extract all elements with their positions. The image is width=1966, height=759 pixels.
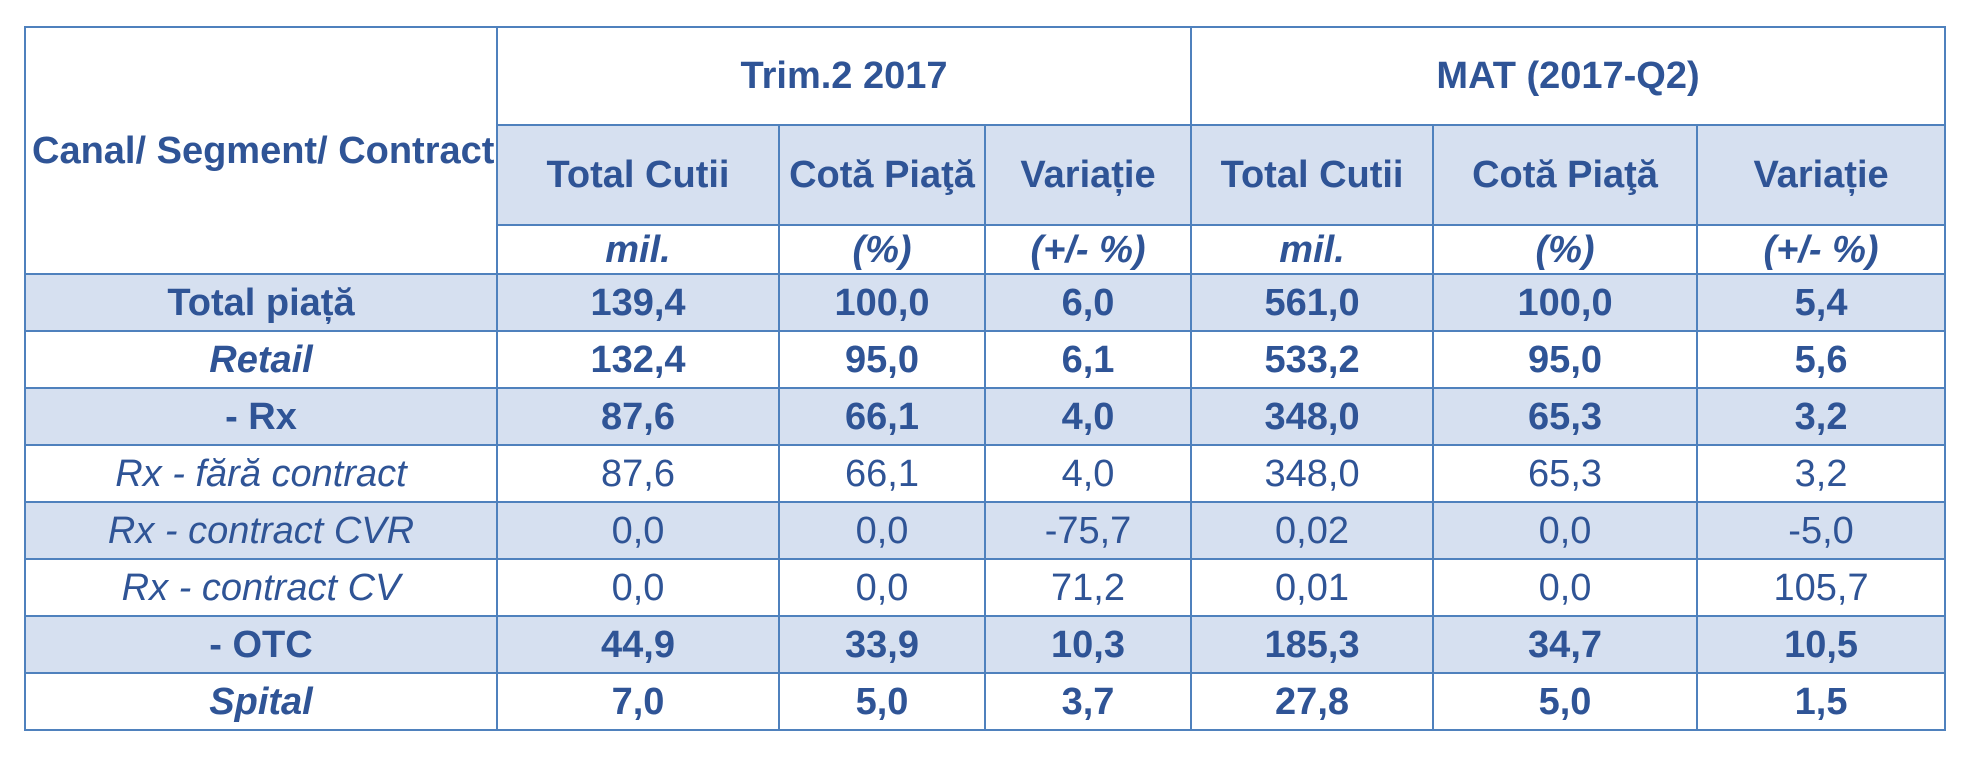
unit-mil-mat: mil. <box>1190 224 1435 275</box>
cell-value: 5,6 <box>1696 330 1947 389</box>
cell-value: -5,0 <box>1696 501 1947 560</box>
row-label: Spital <box>24 672 498 731</box>
cell-value: 348,0 <box>1190 387 1435 446</box>
cell-value: 27,8 <box>1190 672 1435 731</box>
cell-value: 95,0 <box>778 330 986 389</box>
row-label: - OTC <box>24 615 498 674</box>
unit-mil: mil. <box>496 224 780 275</box>
table-row-total-piata: Total piață 139,4 100,0 6,0 561,0 100,0 … <box>24 273 1947 332</box>
cell-value: 87,6 <box>496 387 780 446</box>
unit-percent-mat: (%) <box>1432 224 1699 275</box>
cell-value: 87,6 <box>496 444 780 503</box>
group-header-trim2-2017: Trim.2 2017 <box>495 26 1193 126</box>
row-label: Rx - contract CVR <box>24 501 498 560</box>
unit-variation: (+/- %) <box>983 224 1193 275</box>
row-label: Retail <box>24 330 498 389</box>
cell-value: 3,7 <box>983 672 1193 731</box>
cell-value: 66,1 <box>778 387 986 446</box>
cell-value: 139,4 <box>496 273 780 332</box>
cell-value: 10,5 <box>1696 615 1947 674</box>
row-label: - Rx <box>24 387 498 446</box>
cell-value: 3,2 <box>1696 444 1947 503</box>
cell-value: 6,0 <box>983 273 1193 332</box>
table-row-retail: Retail 132,4 95,0 6,1 533,2 95,0 5,6 <box>24 330 1947 389</box>
cell-value: 44,9 <box>496 615 780 674</box>
col-header-total-cutii-mat: Total Cutii <box>1190 124 1435 226</box>
cell-value: 0,01 <box>1190 558 1435 617</box>
cell-value: 7,0 <box>496 672 780 731</box>
cell-value: 100,0 <box>1432 273 1699 332</box>
cell-value: 185,3 <box>1190 615 1435 674</box>
cell-value: 0,0 <box>1432 501 1699 560</box>
cell-value: 0,0 <box>778 501 986 560</box>
unit-variation-mat: (+/- %) <box>1696 224 1947 275</box>
cell-value: 66,1 <box>778 444 986 503</box>
cell-value: 65,3 <box>1432 444 1699 503</box>
cell-value: 1,5 <box>1696 672 1947 731</box>
cell-value: 561,0 <box>1190 273 1435 332</box>
col-header-cota-piata-mat: Cotă Piaţă <box>1432 124 1699 226</box>
cell-value: 65,3 <box>1432 387 1699 446</box>
cell-value: 105,7 <box>1696 558 1947 617</box>
cell-value: 0,0 <box>496 558 780 617</box>
cell-value: 348,0 <box>1190 444 1435 503</box>
cell-value: 3,2 <box>1696 387 1947 446</box>
cell-value: 132,4 <box>496 330 780 389</box>
cell-value: 533,2 <box>1190 330 1435 389</box>
cell-value: -75,7 <box>983 501 1193 560</box>
table-row-rx-fara-contract: Rx - fără contract 87,6 66,1 4,0 348,0 6… <box>24 444 1947 503</box>
cell-value: 100,0 <box>778 273 986 332</box>
col-header-cota-piata: Cotă Piaţă <box>778 124 986 226</box>
cell-value: 0,0 <box>1432 558 1699 617</box>
unit-percent: (%) <box>778 224 986 275</box>
col-header-variatie: Variație <box>983 124 1193 226</box>
cell-value: 4,0 <box>983 387 1193 446</box>
col-header-total-cutii: Total Cutii <box>496 124 780 226</box>
row-label: Total piață <box>24 273 498 332</box>
row-label: Rx - contract CV <box>24 558 498 617</box>
table-row-rx-contract-cv: Rx - contract CV 0,0 0,0 71,2 0,01 0,0 1… <box>24 558 1947 617</box>
cell-value: 95,0 <box>1432 330 1699 389</box>
cell-value: 33,9 <box>778 615 986 674</box>
cell-value: 4,0 <box>983 444 1193 503</box>
cell-value: 0,0 <box>778 558 986 617</box>
cell-value: 5,4 <box>1696 273 1947 332</box>
cell-value: 0,02 <box>1190 501 1435 560</box>
table-row-rx: - Rx 87,6 66,1 4,0 348,0 65,3 3,2 <box>24 387 1947 446</box>
market-table: Canal/ Segment/ Contract Trim.2 2017 MAT… <box>24 26 1947 731</box>
table-row-rx-contract-cvr: Rx - contract CVR 0,0 0,0 -75,7 0,02 0,0… <box>24 501 1947 560</box>
table-row-otc: - OTC 44,9 33,9 10,3 185,3 34,7 10,5 <box>24 615 1947 674</box>
cell-value: 34,7 <box>1432 615 1699 674</box>
cell-value: 5,0 <box>778 672 986 731</box>
row-label: Rx - fără contract <box>24 444 498 503</box>
cell-value: 71,2 <box>983 558 1193 617</box>
cell-value: 6,1 <box>983 330 1193 389</box>
group-header-mat-2017-q2: MAT (2017-Q2) <box>1190 26 1947 126</box>
corner-header: Canal/ Segment/ Contract <box>24 26 498 275</box>
cell-value: 5,0 <box>1432 672 1699 731</box>
table-row-spital: Spital 7,0 5,0 3,7 27,8 5,0 1,5 <box>24 672 1947 731</box>
col-header-variatie-mat: Variație <box>1696 124 1947 226</box>
cell-value: 0,0 <box>496 501 780 560</box>
cell-value: 10,3 <box>983 615 1193 674</box>
